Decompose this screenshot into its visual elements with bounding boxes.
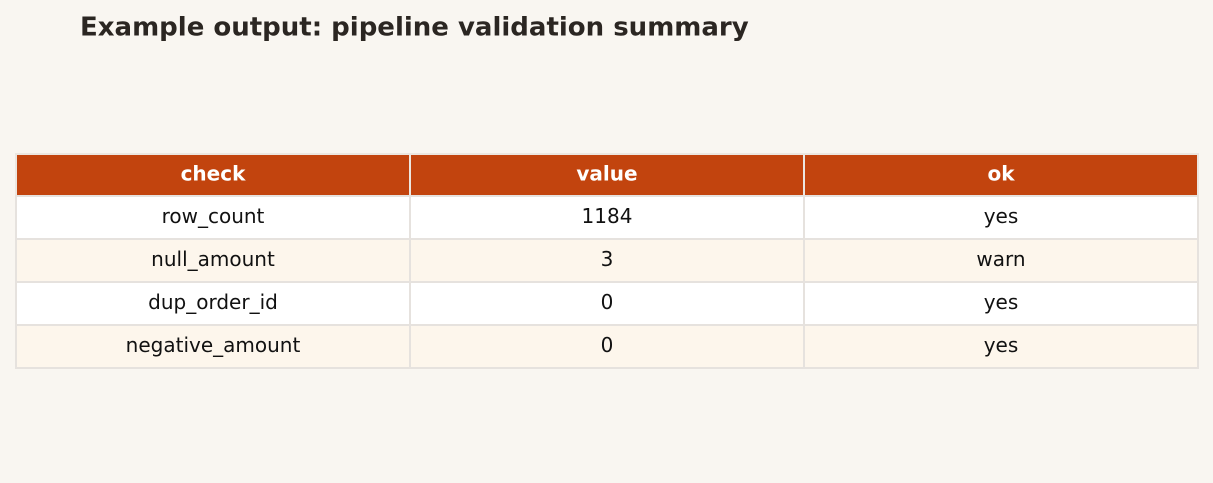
cell-text: negative_amount: [126, 333, 301, 357]
cell-text: row_count: [162, 204, 265, 228]
cell-text: 0: [601, 333, 614, 357]
table-cell: [409, 324, 805, 369]
cell-text: 3: [601, 247, 614, 271]
title: Example output: pipeline validation summ…: [80, 13, 749, 43]
header-label: check: [181, 162, 247, 186]
table-cell: [15, 281, 411, 326]
cell-text: 1184: [582, 204, 633, 228]
table-cell: [803, 281, 1199, 326]
header-label: value: [576, 162, 637, 186]
table-cell: [803, 238, 1199, 283]
header-cell: [409, 153, 805, 197]
cell-text: yes: [984, 204, 1019, 228]
table-cell: [409, 238, 805, 283]
cell-text: null_amount: [151, 247, 275, 271]
cell-text: yes: [984, 290, 1019, 314]
header-cell: [15, 153, 411, 197]
cell-text: dup_order_id: [148, 290, 278, 314]
cell-text: 0: [601, 290, 614, 314]
table-cell: [803, 324, 1199, 369]
cell-text: yes: [984, 333, 1019, 357]
table-cell: [15, 324, 411, 369]
header-label: ok: [987, 162, 1015, 186]
cell-text: warn: [976, 247, 1025, 271]
header-cell: [803, 153, 1199, 197]
